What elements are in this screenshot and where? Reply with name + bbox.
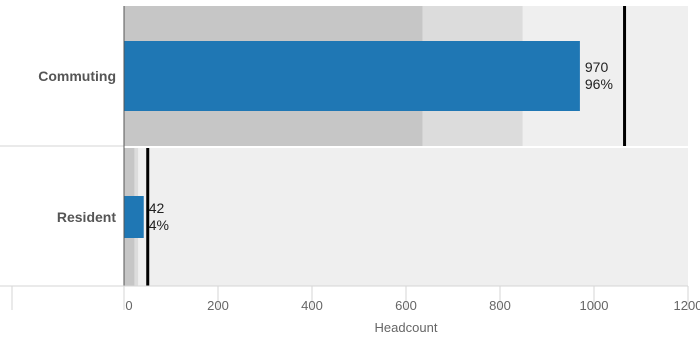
x-tick-label: 1000 <box>580 298 609 313</box>
value-bar <box>124 41 580 111</box>
data-label-value: 970 <box>585 59 609 75</box>
x-tick-label: 0 <box>125 298 132 313</box>
data-label-percent: 96% <box>585 76 613 92</box>
data-label-percent: 4% <box>149 217 169 233</box>
x-tick-label: 1200 <box>674 298 700 313</box>
target-layer <box>146 6 627 286</box>
x-tick-label: 400 <box>301 298 323 313</box>
x-axis-title: Headcount <box>375 320 438 335</box>
range-band-3 <box>124 148 688 286</box>
x-tick-label: 800 <box>489 298 511 313</box>
x-tick-label: 600 <box>395 298 417 313</box>
bar-layer <box>124 41 580 238</box>
category-label: Resident <box>57 209 116 225</box>
value-bar <box>124 196 144 238</box>
category-label: Commuting <box>38 68 116 84</box>
x-tick-label: 200 <box>207 298 229 313</box>
x-axis: 0 200 400 600 800 1000 1200 <box>0 6 700 313</box>
data-label-value: 42 <box>149 200 165 216</box>
